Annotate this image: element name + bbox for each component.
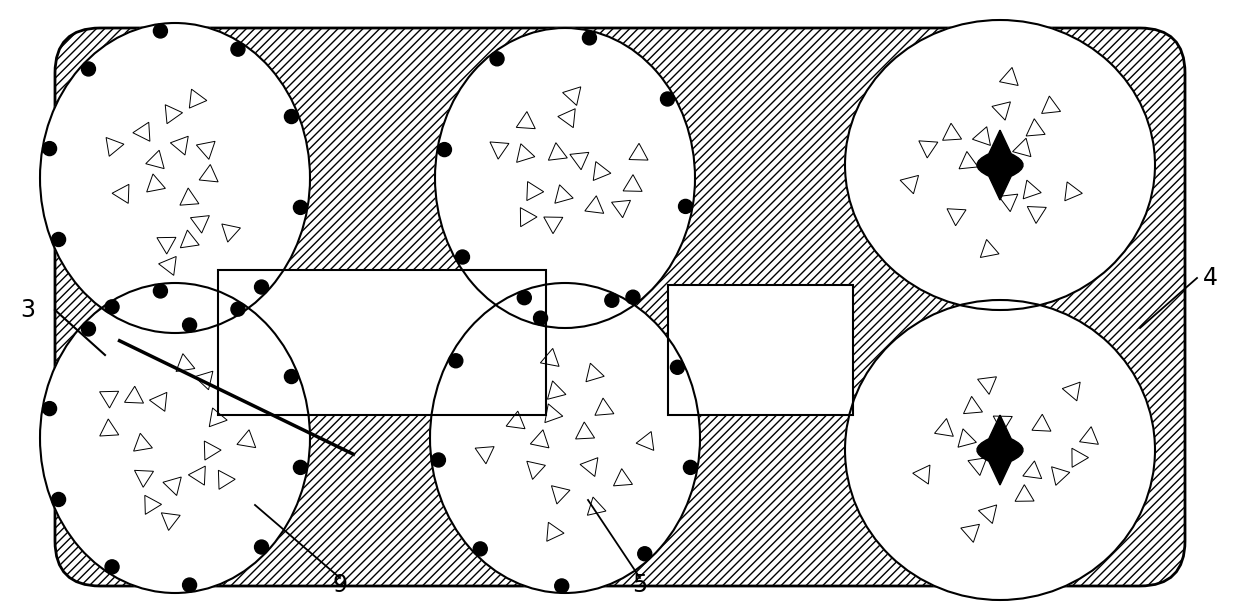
Ellipse shape (40, 23, 310, 333)
Text: 3: 3 (21, 298, 36, 322)
Circle shape (455, 250, 470, 264)
Text: 4: 4 (1203, 266, 1218, 290)
Circle shape (82, 62, 95, 76)
Circle shape (254, 280, 269, 294)
Circle shape (254, 540, 269, 554)
Circle shape (294, 200, 308, 215)
Circle shape (432, 453, 445, 467)
Ellipse shape (40, 283, 310, 593)
Ellipse shape (435, 28, 694, 328)
FancyBboxPatch shape (55, 28, 1185, 586)
Bar (668, 285, 853, 415)
Circle shape (154, 284, 167, 298)
Circle shape (438, 143, 451, 157)
Circle shape (517, 291, 531, 304)
Circle shape (671, 360, 684, 375)
Circle shape (42, 402, 57, 416)
PathPatch shape (977, 415, 1023, 485)
Circle shape (533, 311, 548, 325)
Ellipse shape (844, 20, 1154, 310)
Circle shape (231, 302, 246, 316)
Circle shape (583, 31, 596, 45)
PathPatch shape (977, 130, 1023, 200)
Circle shape (154, 24, 167, 38)
Circle shape (554, 579, 569, 593)
Circle shape (294, 461, 308, 474)
Circle shape (474, 542, 487, 556)
Text: 5: 5 (632, 573, 647, 597)
Circle shape (637, 547, 652, 561)
Circle shape (52, 232, 66, 247)
Circle shape (182, 318, 197, 332)
Text: 9: 9 (332, 573, 347, 597)
Circle shape (105, 560, 119, 574)
Circle shape (284, 370, 299, 384)
Circle shape (42, 141, 57, 156)
Circle shape (661, 92, 675, 106)
Circle shape (82, 322, 95, 336)
Circle shape (231, 42, 246, 56)
Circle shape (182, 578, 197, 592)
Ellipse shape (430, 283, 701, 593)
Circle shape (678, 199, 693, 213)
Circle shape (605, 293, 619, 308)
Circle shape (284, 109, 299, 124)
Circle shape (626, 290, 640, 304)
Circle shape (105, 300, 119, 314)
Bar (218, 270, 546, 415)
Circle shape (449, 354, 463, 368)
Circle shape (52, 493, 66, 507)
Circle shape (490, 52, 503, 66)
Circle shape (683, 461, 697, 474)
Ellipse shape (844, 300, 1154, 600)
